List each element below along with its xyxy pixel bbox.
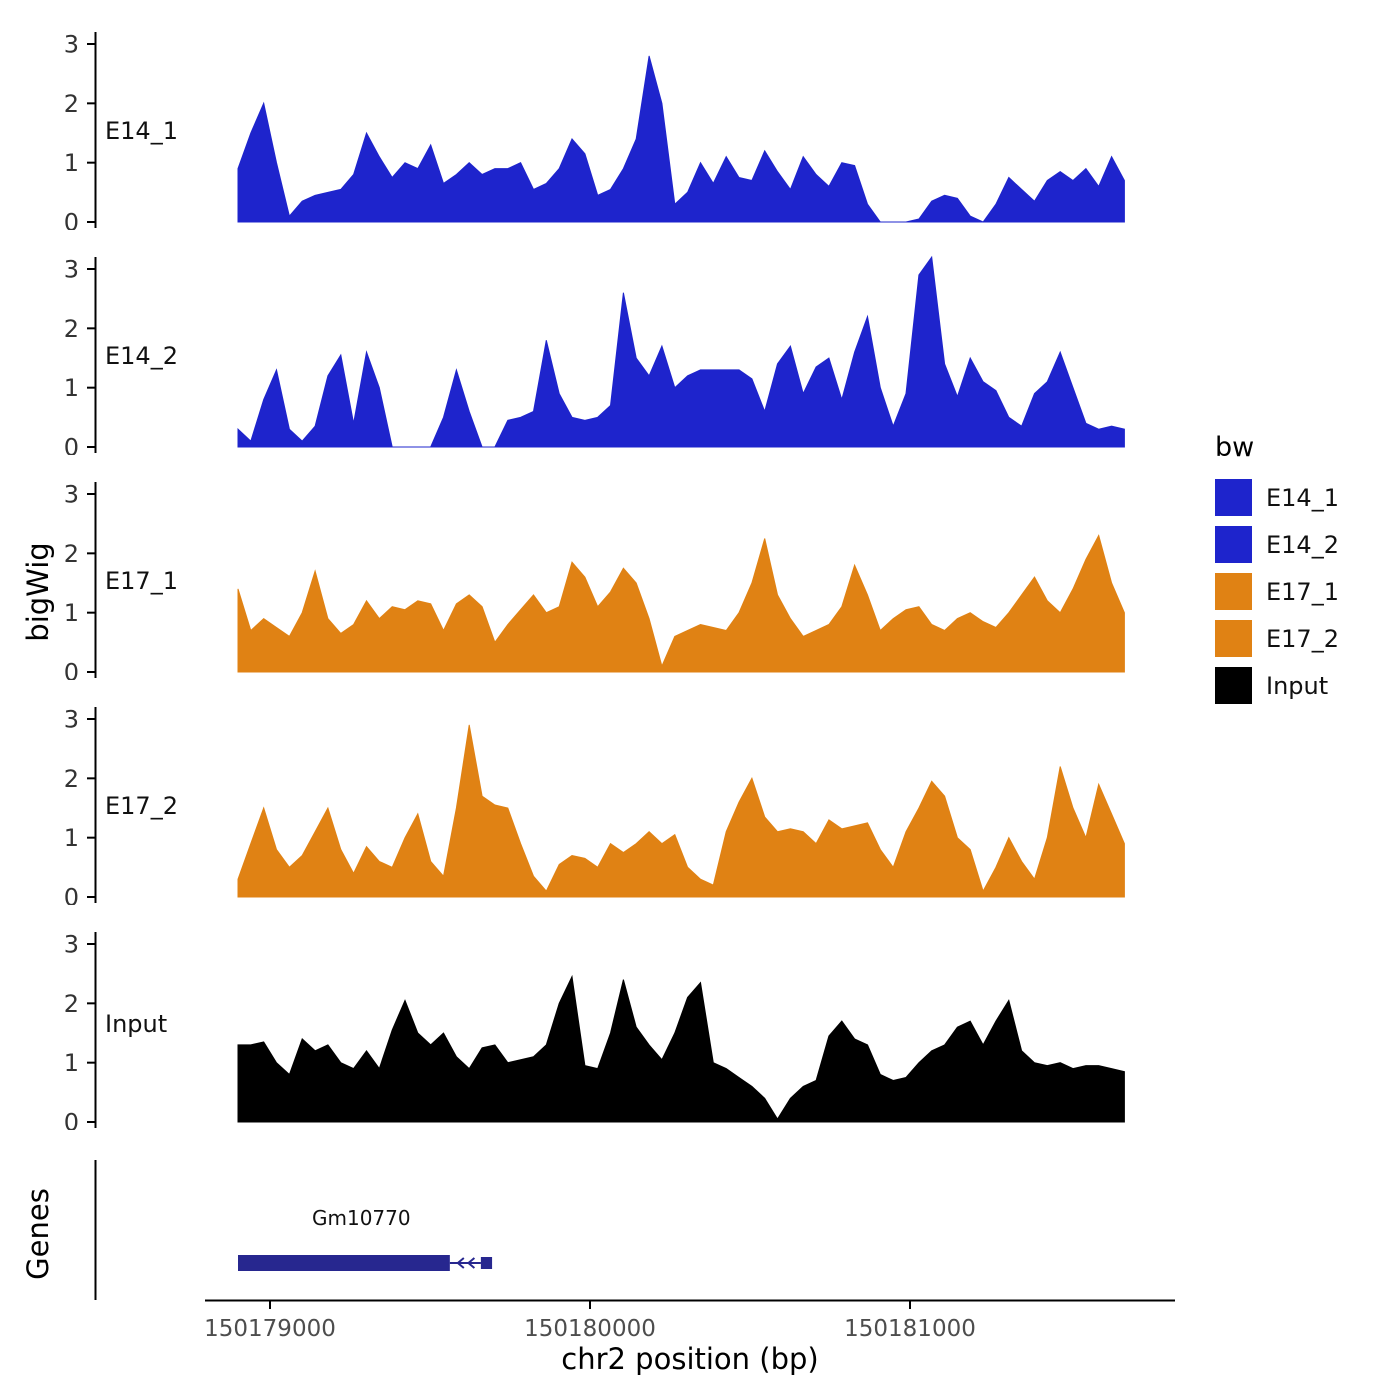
track-label-e17-1: E17_1 xyxy=(105,567,178,595)
x-axis: 150179000 150180000 150181000 xyxy=(35,1292,1185,1352)
legend-swatch-e17-1 xyxy=(1215,573,1252,610)
y-tick-label: 0 xyxy=(64,434,79,456)
y-tick-label: 0 xyxy=(64,884,79,906)
track-label-e17-2: E17_2 xyxy=(105,792,178,820)
legend-swatch-input xyxy=(1215,667,1252,704)
y-tick-label: 1 xyxy=(64,824,79,852)
legend-swatch-e17-2 xyxy=(1215,620,1252,657)
x-axis-title: chr2 position (bp) xyxy=(561,1342,819,1376)
y-tick-label: 3 xyxy=(64,481,79,509)
gene-tail-exon xyxy=(480,1257,493,1269)
y-tick-label: 2 xyxy=(64,315,79,343)
gene-strand-arrow xyxy=(466,1257,476,1269)
y-tick-label: 3 xyxy=(64,931,79,959)
coverage-area xyxy=(237,55,1125,223)
legend-item-label: E17_2 xyxy=(1266,624,1339,653)
legend-item-input: Input xyxy=(1215,667,1395,704)
legend-item-label: E17_1 xyxy=(1266,577,1339,606)
y-tick-label: 2 xyxy=(64,765,79,793)
genes-plot xyxy=(94,1160,493,1300)
y-tick-label: 1 xyxy=(64,149,79,177)
y-tick-label: 2 xyxy=(64,540,79,568)
legend-title: bw xyxy=(1215,432,1255,463)
legend-item-label: E14_1 xyxy=(1266,483,1339,512)
x-tick-label: 150179000 xyxy=(204,1316,336,1342)
coverage-track-e17-2: 0 1 2 3 xyxy=(35,705,1180,905)
track-plot: 0 1 2 3 xyxy=(64,931,1125,1131)
legend-swatch-e14-1 xyxy=(1215,479,1252,516)
y-tick-label: 2 xyxy=(64,990,79,1018)
track-label-input: Input xyxy=(105,1010,168,1038)
coverage-track-input: 0 1 2 3 xyxy=(35,930,1180,1130)
legend-item-e17-1: E17_1 xyxy=(1215,573,1395,610)
x-axis-plot: 150179000 150180000 150181000 xyxy=(204,1299,1175,1342)
coverage-track-e14-1: 0 1 2 3 xyxy=(35,30,1180,230)
y-tick-label: 1 xyxy=(64,599,79,627)
y-tick-label: 3 xyxy=(64,31,79,59)
track-plot: 0 1 2 3 xyxy=(64,31,1125,231)
coverage-area xyxy=(237,255,1125,448)
x-tick-label: 150181000 xyxy=(844,1316,976,1342)
y-tick-label: 1 xyxy=(64,374,79,402)
legend-item-e14-1: E14_1 xyxy=(1215,479,1395,516)
y-tick-label: 0 xyxy=(64,659,79,681)
legend-swatch-e14-2 xyxy=(1215,526,1252,563)
legend-item-e17-2: E17_2 xyxy=(1215,620,1395,657)
gene-body xyxy=(238,1255,450,1271)
coverage-area xyxy=(237,974,1125,1123)
coverage-track-e14-2: 0 1 2 3 xyxy=(35,255,1180,455)
track-label-e14-2: E14_2 xyxy=(105,342,178,370)
gene-label: Gm10770 xyxy=(312,1206,411,1230)
coverage-area xyxy=(237,724,1125,898)
y-tick-label: 0 xyxy=(64,1109,79,1131)
coverage-area xyxy=(237,534,1125,673)
track-plot: 0 1 2 3 xyxy=(64,481,1125,681)
y-tick-label: 1 xyxy=(64,1049,79,1077)
y-tick-label: 3 xyxy=(64,256,79,284)
track-plot: 0 1 2 3 xyxy=(64,706,1125,906)
y-tick-label: 0 xyxy=(64,209,79,231)
legend-item-e14-2: E14_2 xyxy=(1215,526,1395,563)
track-label-e14-1: E14_1 xyxy=(105,117,178,145)
coverage-track-e17-1: 0 1 2 3 xyxy=(35,480,1180,680)
y-tick-label: 2 xyxy=(64,90,79,118)
genes-track xyxy=(35,1158,1180,1303)
gene-strand-arrow xyxy=(456,1257,465,1269)
y-tick-label: 3 xyxy=(64,706,79,734)
x-tick-label: 150180000 xyxy=(524,1316,656,1342)
track-plot: 0 1 2 3 xyxy=(64,255,1125,456)
legend-item-label: E14_2 xyxy=(1266,530,1339,559)
legend-item-label: Input xyxy=(1266,671,1329,700)
legend: bw E14_1 E14_2 E17_1 E17_2 Input xyxy=(1215,432,1395,714)
